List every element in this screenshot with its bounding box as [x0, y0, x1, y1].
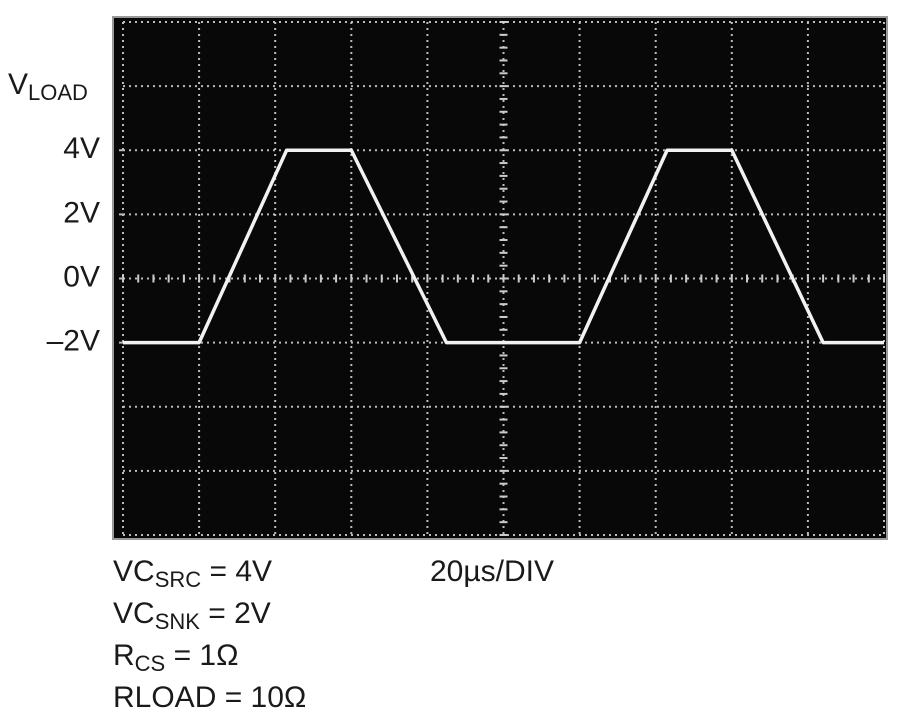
y-label-main: V	[8, 68, 28, 101]
y-tick-label: 4V	[63, 132, 100, 165]
annotation-main: VC	[113, 597, 155, 630]
y-tick-label: 0V	[63, 260, 100, 293]
annotation-main: VC	[113, 555, 155, 588]
annotation-main: RLOAD = 10Ω	[113, 681, 306, 714]
annotation-tail: = 2V	[200, 597, 271, 630]
annotation: VCSNK = 2V	[113, 597, 271, 634]
y-axis-label: VLOAD	[8, 68, 88, 105]
annotation: RCS = 1Ω	[113, 639, 239, 676]
y-label-sub: LOAD	[28, 80, 88, 105]
trace	[123, 148, 884, 345]
y-tick-label: 2V	[63, 196, 100, 229]
annotation-tail: = 1Ω	[165, 639, 238, 672]
annotation-tail: = 4V	[201, 555, 272, 588]
annotation: RLOAD = 10Ω	[113, 681, 306, 714]
annotation-sub: CS	[135, 651, 166, 676]
annotation-sub: SNK	[155, 609, 201, 634]
annotation-sub: SRC	[155, 567, 202, 592]
annotation: VCSRC = 4V	[113, 555, 272, 592]
y-tick-label: –2V	[47, 325, 100, 358]
annotation-main: R	[113, 639, 135, 672]
time-scale: 20µs/DIV	[430, 555, 554, 588]
